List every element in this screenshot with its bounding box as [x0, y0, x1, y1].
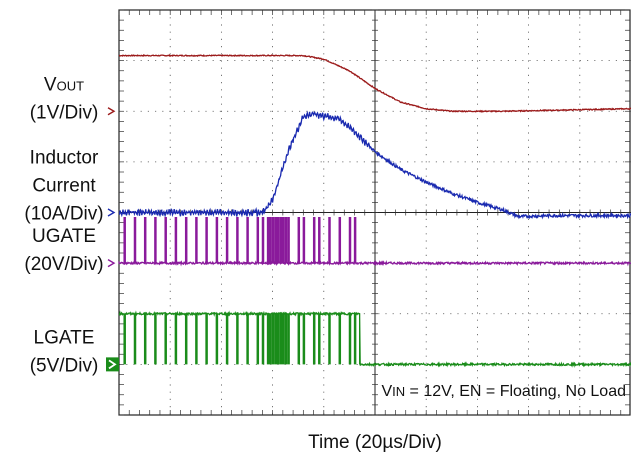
- channel-label-vout: VOUT: [44, 74, 84, 95]
- trace-lgate: [118, 310, 631, 368]
- channel-label-ugate: (20V/Div): [24, 254, 103, 275]
- channel-label-vout: (1V/Div): [30, 102, 99, 123]
- channel-label-inductor: Current: [32, 176, 96, 197]
- channel-labels: VOUT (1V/Div) Inductor Current (10A/Div)UGAT…: [24, 74, 103, 376]
- channel-label-inductor: (10A/Div): [24, 204, 103, 225]
- trace-vout: [118, 53, 631, 113]
- ground-marker-lgate: [106, 357, 119, 372]
- ground-marker-inductor: [107, 208, 116, 217]
- trace-ugate: [118, 216, 631, 267]
- channel-label-inductor: Inductor: [30, 148, 99, 169]
- waveform-traces: [118, 53, 631, 368]
- channel-label-lgate: LGATE: [34, 327, 95, 348]
- channel-markers: [106, 107, 119, 372]
- x-axis-label: Time (20µs/Div): [308, 432, 442, 453]
- ground-marker-arrow-lgate: [108, 359, 117, 370]
- channel-label-lgate: (5V/Div): [30, 355, 99, 376]
- trace-inductor: [118, 110, 631, 220]
- annotation-conditions: VIN = 12V, EN = Floating, No Load: [381, 383, 626, 400]
- annotation-text: VIN = 12V, EN = Floating, No Load: [381, 383, 626, 400]
- ground-marker-ugate: [107, 259, 116, 268]
- ground-marker-vout: [107, 107, 116, 116]
- channel-label-ugate: UGATE: [32, 226, 96, 247]
